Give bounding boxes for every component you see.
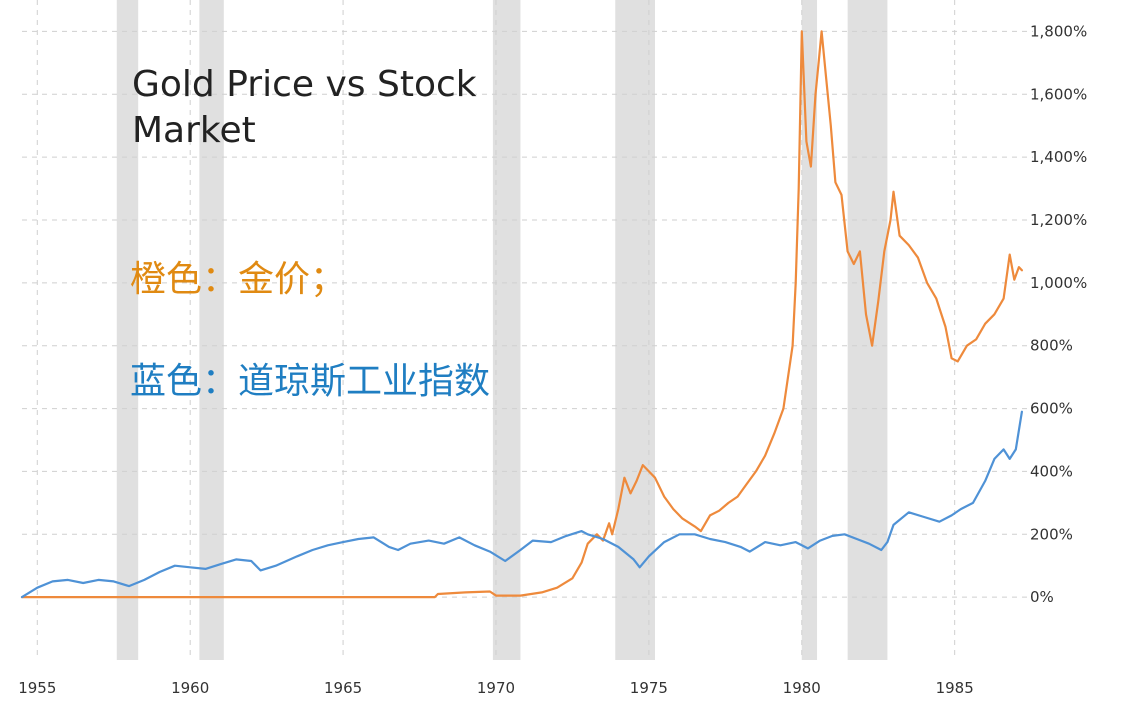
x-tick-label: 1965 (324, 679, 362, 697)
x-tick-label: 1960 (171, 679, 209, 697)
series-lines (20, 30, 1023, 599)
x-tick-label: 1980 (783, 679, 821, 697)
y-tick-label: 200% (1030, 525, 1073, 543)
recession-band (801, 0, 818, 660)
series-line-gold (20, 30, 1023, 599)
y-axis-ticks: 0% 200% 400% 600% 800% 1,000% 1,200% 1,400% 1,60… (1030, 22, 1087, 606)
y-tick-label: 1,800% (1030, 22, 1087, 40)
legend-dow-label: 蓝色：道琼斯工业指数 (130, 361, 491, 402)
recession-band (847, 0, 888, 660)
y-tick-label: 0% (1030, 588, 1054, 606)
x-tick-label: 1970 (477, 679, 515, 697)
x-tick-label: 1985 (936, 679, 974, 697)
y-tick-label: 1,200% (1030, 211, 1087, 229)
x-tick-label: 1975 (630, 679, 668, 697)
y-tick-label: 400% (1030, 462, 1073, 480)
series-line-dow (20, 410, 1023, 599)
chart-title: Gold Price vs Stock Market (132, 64, 477, 151)
x-axis-ticks: 1955 1960 1965 1970 1975 1980 1985 (18, 679, 974, 697)
recession-band (492, 0, 521, 660)
y-tick-label: 800% (1030, 337, 1073, 355)
y-tick-label: 1,400% (1030, 148, 1087, 166)
x-tick-label: 1955 (18, 679, 56, 697)
legend-gold-label: 橙色：金价； (130, 259, 347, 300)
recession-band (199, 0, 224, 660)
recession-bands (116, 0, 888, 660)
recession-band (116, 0, 139, 660)
y-tick-label: 1,000% (1030, 274, 1087, 292)
y-tick-label: 600% (1030, 400, 1073, 418)
grid-lines (22, 0, 1033, 660)
y-tick-label: 1,600% (1030, 85, 1087, 103)
